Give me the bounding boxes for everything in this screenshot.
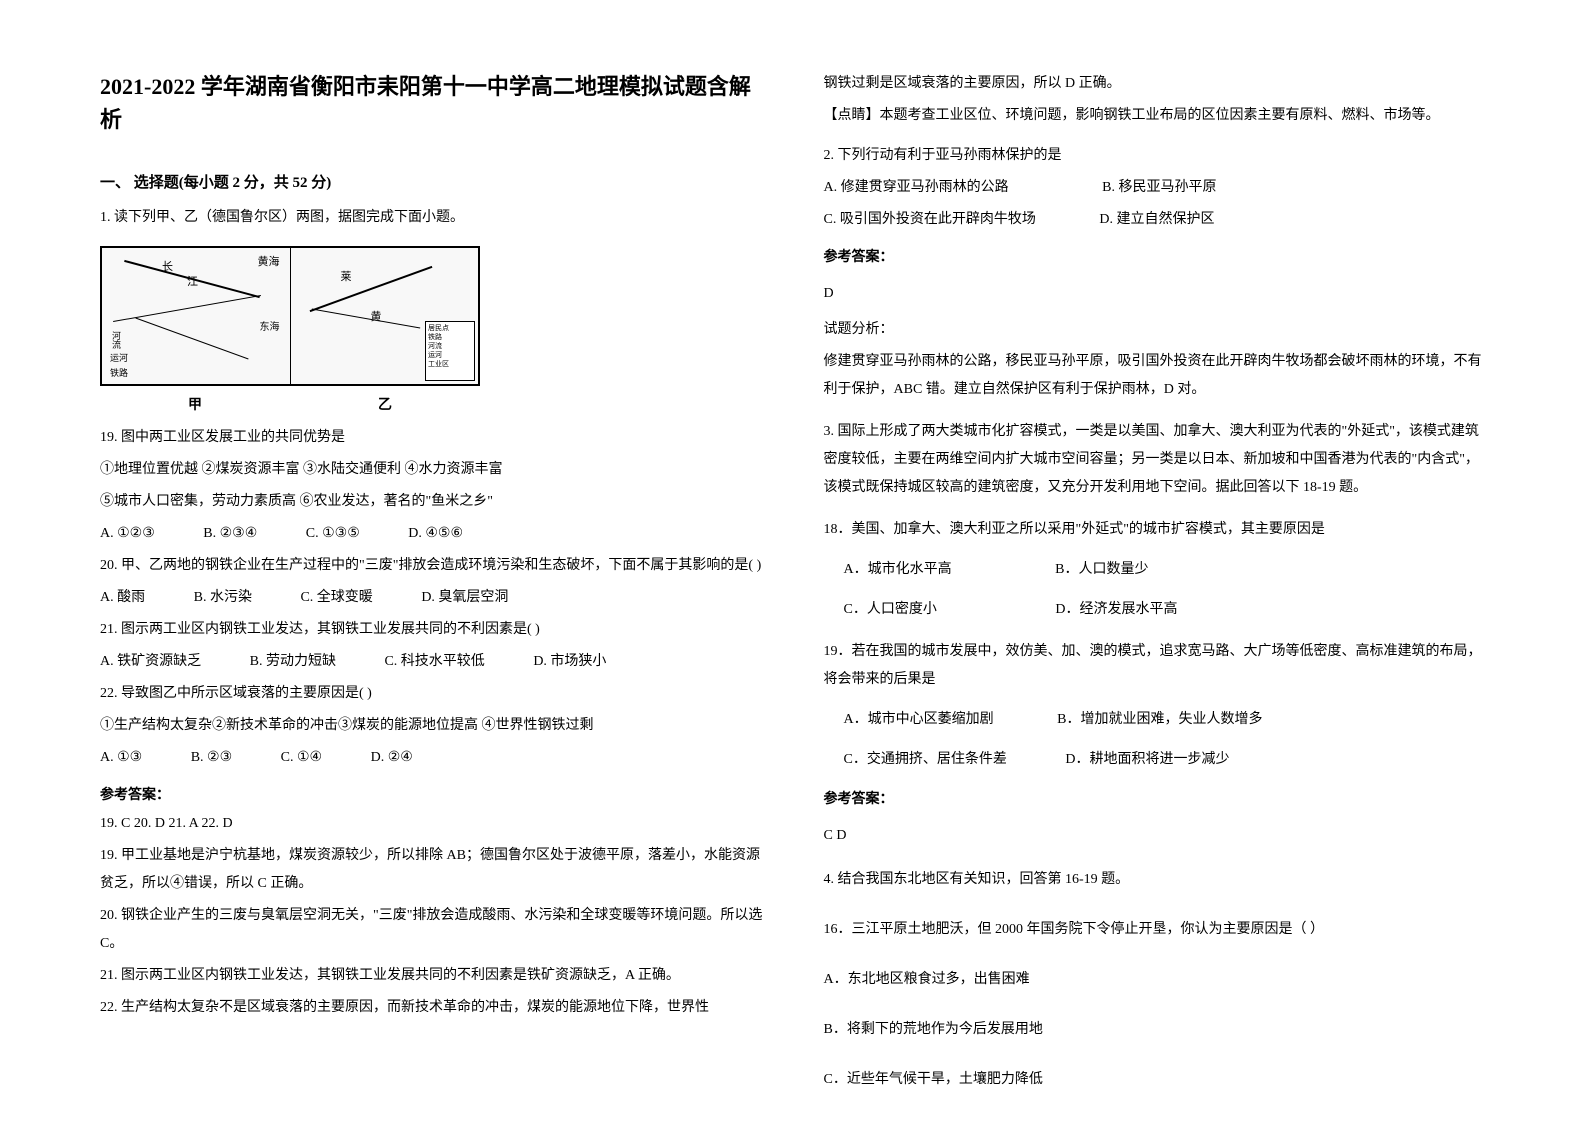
sub21-opts: A. 铁矿资源缺乏 B. 劳动力短缺 C. 科技水平较低 D. 市场狭小: [100, 648, 764, 676]
opt: D．经济发展水平高: [1055, 596, 1177, 624]
opt: A. 铁矿资源缺乏: [100, 648, 201, 676]
opt: A．城市中心区萎缩加剧: [844, 706, 994, 734]
q4-stem: 4. 结合我国东北地区有关知识，回答第 16-19 题。: [824, 866, 1488, 894]
opt: D. 市场狭小: [533, 648, 606, 676]
map-label: 东海: [260, 318, 280, 333]
opt: B. 水污染: [194, 584, 252, 612]
sub19-line1: ①地理位置优越 ②煤炭资源丰富 ③水陆交通便利 ④水力资源丰富: [100, 456, 764, 484]
sub19-text: 19. 图中两工业区发展工业的共同优势是: [100, 424, 764, 452]
cont: 钢铁过剩是区域衰落的主要原因，所以 D 正确。: [824, 70, 1488, 98]
legend-item: 居民点: [428, 324, 472, 333]
opt: A. ①②③: [100, 520, 155, 548]
sub18-text: 18．美国、加拿大、澳大利亚之所以采用"外延式"的城市扩容模式，其主要原因是: [824, 516, 1488, 544]
opt: D. ④⑤⑥: [408, 520, 463, 548]
q1-stem: 1. 读下列甲、乙（德国鲁尔区）两图，据图完成下面小题。: [100, 204, 764, 232]
answer-header: 参考答案：: [824, 246, 1488, 266]
sub20-opts: A. 酸雨 B. 水污染 C. 全球变暖 D. 臭氧层空洞: [100, 584, 764, 612]
opt: C. ①④: [281, 744, 322, 772]
opt: A. 酸雨: [100, 584, 145, 612]
sub16-a: A．东北地区粮食过多，出售困难: [824, 966, 1488, 994]
caption-right: 乙: [290, 394, 480, 414]
explain: 19. 甲工业基地是沪宁杭基地，煤炭资源较少，所以排除 AB；德国鲁尔区处于波德…: [100, 842, 764, 898]
opt: D. 建立自然保护区: [1099, 206, 1214, 234]
map-right: 莱 黄 居民点 铁路 河流 运河 工业区: [291, 248, 479, 384]
opt: B．人口数量少: [1055, 556, 1148, 584]
opt: A. 修建贯穿亚马孙雨林的公路: [824, 174, 1009, 202]
map-label: 莱: [341, 268, 352, 284]
opt: D. 臭氧层空洞: [421, 584, 508, 612]
sub20-text: 20. 甲、乙两地的钢铁企业在生产过程中的"三废"排放会造成环境污染和生态破坏，…: [100, 552, 764, 580]
opt: C．交通拥挤、居住条件差: [844, 746, 1007, 774]
cont: 【点睛】本题考查工业区位、环境问题，影响钢铁工业布局的区位因素主要有原料、燃料、…: [824, 102, 1488, 130]
sub19b-text: 19．若在我国的城市发展中，效仿美、加、澳的模式，追求宽马路、大广场等低密度、高…: [824, 638, 1488, 694]
q2-analysis: 修建贯穿亚马孙雨林的公路，移民亚马孙平原，吸引国外投资在此开辟肉牛牧场都会破坏雨…: [824, 348, 1488, 404]
q3-answer: C D: [824, 822, 1488, 850]
sub21-text: 21. 图示两工业区内钢铁工业发达，其钢铁工业发展共同的不利因素是( ): [100, 616, 764, 644]
map-label: 黄海: [258, 253, 280, 269]
q3-stem: 3. 国际上形成了两大类城市化扩容模式，一类是以美国、加拿大、澳大利亚为代表的"…: [824, 418, 1488, 502]
sub22-text: 22. 导致图乙中所示区域衰落的主要原因是( ): [100, 680, 764, 708]
map-label: 铁路: [110, 366, 128, 379]
sub22-line1: ①生产结构太复杂②新技术革命的冲击③煤炭的能源地位提高 ④世界性钢铁过剩: [100, 712, 764, 740]
legend-item: 铁路: [428, 333, 472, 342]
map-left: 长 江 黄海 东海 河流 运河 铁路: [102, 248, 291, 384]
answers: 19. C 20. D 21. A 22. D: [100, 810, 764, 838]
opt: B．增加就业困难，失业人数增多: [1057, 706, 1262, 734]
q2-opts-r2: C. 吸引国外投资在此开辟肉牛牧场 D. 建立自然保护区: [824, 206, 1488, 234]
opt: B. ②③④: [203, 520, 257, 548]
analysis-label: 试题分析：: [824, 316, 1488, 344]
section-header: 一、 选择题(每小题 2 分，共 52 分): [100, 171, 764, 192]
legend-item: 河流: [428, 342, 472, 351]
opt: D．耕地面积将进一步减少: [1065, 746, 1229, 774]
opt: B. 劳动力短缺: [250, 648, 336, 676]
opt: A. ①③: [100, 744, 142, 772]
caption-left: 甲: [100, 394, 290, 414]
explain: 20. 钢铁企业产生的三废与臭氧层空洞无关，"三废"排放会造成酸雨、水污染和全球…: [100, 902, 764, 958]
map-label: 运河: [110, 351, 128, 364]
sub16-b: B．将剩下的荒地作为今后发展用地: [824, 1016, 1488, 1044]
right-column: 钢铁过剩是区域衰落的主要原因，所以 D 正确。 【点睛】本题考查工业区位、环境问…: [824, 70, 1488, 1052]
opt: C. ①③⑤: [306, 520, 360, 548]
exam-title: 2021-2022 学年湖南省衡阳市耒阳第十一中学高二地理模拟试题含解析: [100, 70, 764, 136]
sub19-opts: A. ①②③ B. ②③④ C. ①③⑤ D. ④⑤⑥: [100, 520, 764, 548]
map-label: 河流: [110, 331, 123, 349]
q2-opts-r1: A. 修建贯穿亚马孙雨林的公路 B. 移民亚马孙平原: [824, 174, 1488, 202]
legend-box: 居民点 铁路 河流 运河 工业区: [425, 321, 475, 381]
opt: A．城市化水平高: [844, 556, 952, 584]
opt: B. ②③: [191, 744, 232, 772]
answer-header: 参考答案：: [824, 788, 1488, 808]
opt: C．人口密度小: [844, 596, 937, 624]
legend-item: 运河: [428, 351, 472, 360]
map-figure: 长 江 黄海 东海 河流 运河 铁路 莱 黄 居民点 铁路 河流 运河 工业区: [100, 246, 480, 386]
explain: 22. 生产结构太复杂不是区域衰落的主要原因，而新技术革命的冲击，煤炭的能源地位…: [100, 994, 764, 1022]
sub19-line2: ⑤城市人口密集，劳动力素质高 ⑥农业发达，著名的"鱼米之乡": [100, 488, 764, 516]
opt: C. 吸引国外投资在此开辟肉牛牧场: [824, 206, 1036, 234]
sub22-opts: A. ①③ B. ②③ C. ①④ D. ②④: [100, 744, 764, 772]
sub19b-r2: C．交通拥挤、居住条件差 D．耕地面积将进一步减少: [824, 746, 1488, 774]
sub16-c: C．近些年气候干旱，土壤肥力降低: [824, 1066, 1488, 1094]
left-column: 2021-2022 学年湖南省衡阳市耒阳第十一中学高二地理模拟试题含解析 一、 …: [100, 70, 764, 1052]
q2-answer: D: [824, 280, 1488, 308]
figure-captions: 甲 乙: [100, 394, 480, 414]
opt: B. 移民亚马孙平原: [1102, 174, 1216, 202]
q2-stem: 2. 下列行动有利于亚马孙雨林保护的是: [824, 142, 1488, 170]
explain: 21. 图示两工业区内钢铁工业发达，其钢铁工业发展共同的不利因素是铁矿资源缺乏，…: [100, 962, 764, 990]
opt: C. 全球变暖: [300, 584, 372, 612]
answer-header: 参考答案：: [100, 784, 764, 804]
sub18-r2: C．人口密度小 D．经济发展水平高: [824, 596, 1488, 624]
opt: D. ②④: [371, 744, 413, 772]
sub16-text: 16．三江平原土地肥沃，但 2000 年国务院下令停止开垦，你认为主要原因是（ …: [824, 916, 1488, 944]
sub18-r1: A．城市化水平高 B．人口数量少: [824, 556, 1488, 584]
sub19b-r1: A．城市中心区萎缩加剧 B．增加就业困难，失业人数增多: [824, 706, 1488, 734]
opt: C. 科技水平较低: [384, 648, 484, 676]
legend-item: 工业区: [428, 360, 472, 369]
